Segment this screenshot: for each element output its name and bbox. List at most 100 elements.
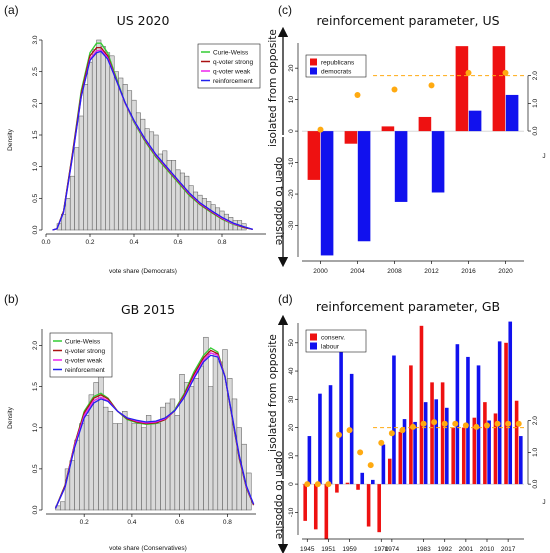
histogram-bar [96,39,102,231]
legend-label: Curie-Weiss [213,50,249,57]
histogram-bar [201,198,207,231]
bar-republicans [344,131,358,144]
right-tick-label: 0.0 [532,479,539,488]
y-tick-label: 40 [288,367,295,375]
panel-d-label: (d) [278,292,293,306]
j-point [502,69,509,76]
y-tick-label: 2.5 [32,67,39,76]
y-tick-label: 1.5 [32,130,39,139]
bar-labour [519,436,523,485]
panel-d-bottom-label: open to opposite [273,451,285,540]
histogram-bar [69,460,75,511]
y-tick-label: 10 [288,452,295,460]
histogram-bar [188,185,194,231]
panel-a: (a) US 2020 0.0 0.2 0.4 0.6 0.8 0.0 0.5 1.0 1.5 2… [4,3,266,275]
panel-c-plot: -30 -20 -10 0 10 20 0.0 1.0 2.0 2000 2004 2008 2012 2… [288,43,539,275]
panel-b-label: (b) [4,292,19,306]
histogram-bar [103,406,109,511]
histogram-bar [217,361,223,511]
bar-labour [476,365,481,485]
panel-a-xlabel: vote share (Democrats) [109,268,177,275]
x-tick-label: 2017 [501,546,516,553]
histogram-bar [83,84,89,231]
x-tick-label: 0.8 [217,239,226,246]
bar-labour [371,479,375,485]
x-tick-label: 0.0 [41,239,50,246]
right-tick-label: 1.0 [532,98,539,107]
histogram-bar [215,207,221,231]
bar-conserv- [419,325,424,485]
j-point [304,481,311,488]
bar-conserv- [514,400,519,485]
panel-c: (c) reinforcement parameter, US isolated… [267,3,546,275]
bar-labour [328,385,333,485]
bar-labour [413,421,417,485]
j-point [494,420,501,427]
j-point [399,427,406,434]
histogram-bar [112,423,118,511]
bar-conserv- [440,382,445,485]
bar-labour [392,355,396,485]
bar-democrats [468,110,482,132]
x-tick-label: 0.4 [127,519,136,526]
bar-democrats [357,131,371,242]
histogram-bar [212,353,219,511]
bar-labour [497,341,502,485]
panel-a-ylabel: Density [7,128,14,150]
panel-a-label: (a) [4,3,19,17]
histogram-bar [150,423,157,511]
y-tick-label: -10 [288,158,295,168]
x-tick-label: 1945 [300,546,315,553]
histogram-bar [117,423,123,511]
histogram-bar [109,55,115,231]
panel-d-right-axis-label: J [542,499,545,506]
j-point [452,420,459,427]
bar-conserv- [377,484,381,533]
bar-labour [307,436,312,485]
density-curve-reinforcement [52,50,253,231]
bar-labour [434,399,439,485]
j-point [441,420,448,427]
right-tick-label: 0.0 [532,126,539,135]
j-point [484,422,490,429]
panel-c-top-label: isolated from opposite [267,29,279,147]
panel-b: (b) GB 2015 0.2 0.4 0.6 0.8 0.0 0.5 1.0 1.5 2.0 C… [4,292,256,552]
bar-conserv- [324,484,329,540]
histogram-bar [188,386,195,511]
histogram-bar [169,398,176,511]
y-tick-label: 1.0 [32,423,39,432]
histogram-bar [98,369,104,511]
bar-conserv- [493,413,498,485]
y-tick-label: 0 [288,482,295,486]
histogram-bar [60,501,66,511]
legend-box [305,54,367,78]
y-tick-label: 0.5 [32,464,39,473]
panel-c-right-axis-label: J [542,153,545,160]
j-point [428,82,435,89]
j-point [515,420,522,427]
legend-label: labour [321,344,340,351]
bar-conserv- [303,484,307,521]
y-tick-label: 1.0 [32,162,39,171]
y-tick-label: 0.5 [32,193,39,202]
bar-conserv- [430,382,434,485]
j-point [388,430,395,437]
bar-labour [381,444,386,485]
x-tick-label: 0.6 [175,519,184,526]
histogram-bar [141,427,147,511]
j-point [325,481,332,488]
histogram-bar [126,419,133,511]
y-tick-label: 20 [288,64,295,72]
bar-republicans [418,116,432,132]
histogram-bar [83,415,90,511]
x-tick-label: 2016 [461,268,476,275]
y-tick-label: 1.5 [32,382,39,391]
histogram-bar [210,204,216,231]
j-point [462,422,469,429]
j-point [465,69,472,76]
histogram-bar [160,406,166,511]
histogram-bar [107,411,114,511]
histogram-bar [155,423,161,511]
panel-b-title: GB 2015 [121,302,175,317]
